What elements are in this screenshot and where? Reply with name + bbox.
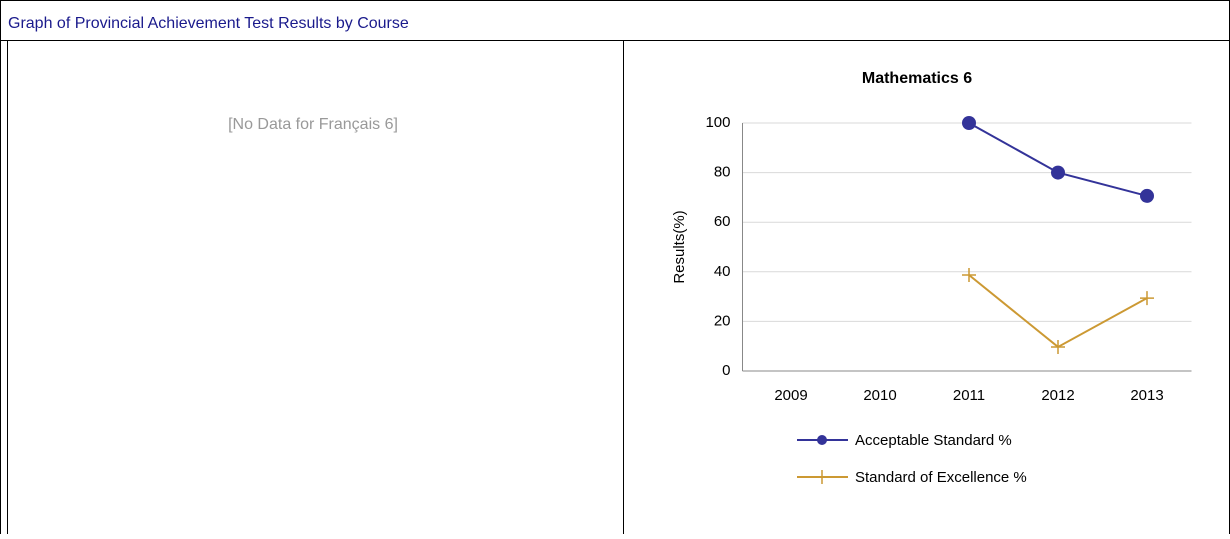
y-tick-label: 100 xyxy=(705,114,730,131)
legend-marker xyxy=(815,470,829,484)
x-tick-label: 2012 xyxy=(1041,387,1074,404)
data-point xyxy=(1051,339,1065,354)
chart-title: Mathematics 6 xyxy=(862,70,972,87)
x-tick-label: 2011 xyxy=(953,387,985,404)
y-tick-label: 80 xyxy=(714,164,731,181)
data-point xyxy=(1140,291,1154,306)
no-data-message: [No Data for Français 6] xyxy=(228,116,398,133)
legend-marker xyxy=(817,435,827,445)
x-tick-label: 2010 xyxy=(863,387,896,404)
data-point xyxy=(962,268,976,283)
y-axis-label: Results(%) xyxy=(671,210,688,283)
x-tick-label: 2009 xyxy=(774,387,807,404)
data-point xyxy=(1051,165,1065,180)
y-tick-label: 60 xyxy=(714,213,731,230)
data-point xyxy=(962,116,976,130)
data-point xyxy=(1140,188,1154,203)
legend-label: Acceptable Standard % xyxy=(855,432,1012,449)
header-title: Graph of Provincial Achievement Test Res… xyxy=(8,15,409,32)
y-tick-label: 0 xyxy=(722,362,730,379)
x-tick-label: 2013 xyxy=(1130,387,1163,404)
y-tick-label: 20 xyxy=(714,312,731,329)
legend-label: Standard of Excellence % xyxy=(855,469,1027,486)
y-tick-label: 40 xyxy=(714,263,731,280)
